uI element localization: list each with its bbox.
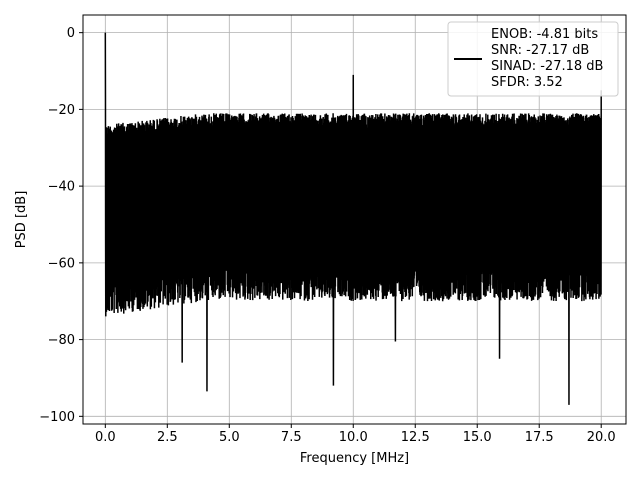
x-tick-label: 7.5: [281, 430, 302, 445]
y-axis-label: PSD [dB]: [14, 191, 29, 249]
y-tick-label: −20: [48, 103, 75, 118]
x-tick-label: 12.5: [401, 430, 430, 445]
x-tick-label: 20.0: [587, 430, 616, 445]
legend-entry-sfdr: SFDR: 3.52: [491, 75, 563, 90]
x-tick-label: 0.0: [95, 430, 116, 445]
series-group: [104, 32, 602, 405]
legend-entry-snr: SNR: -27.17 dB: [491, 43, 589, 58]
ticks: 0.0 2.5 5.0 7.5 10.0 12.5 15.0 17.5 20.0 0 −20 −40 −…: [39, 26, 615, 445]
legend-entry-sinad: SINAD: -27.18 dB: [491, 59, 603, 74]
y-tick-label: −40: [48, 180, 75, 195]
y-tick-label: −100: [39, 410, 75, 425]
x-tick-label: 10.0: [339, 430, 368, 445]
legend-box: [447, 21, 619, 97]
psd-series-line: [104, 32, 602, 405]
x-axis-label: Frequency [MHz]: [300, 451, 409, 466]
y-tick-label: 0: [67, 26, 75, 41]
x-tick-label: 15.0: [463, 430, 492, 445]
x-tick-label: 17.5: [525, 430, 554, 445]
y-tick-label: −60: [48, 256, 75, 271]
x-tick-label: 2.5: [157, 430, 178, 445]
y-tick-label: −80: [48, 333, 75, 348]
legend-entry-enob: ENOB: -4.81 bits: [491, 27, 598, 42]
legend: ENOB: -4.81 bits SNR: -27.17 dB SINAD: -…: [447, 21, 619, 97]
x-tick-label: 5.0: [219, 430, 240, 445]
plot-frame: [82, 14, 627, 425]
